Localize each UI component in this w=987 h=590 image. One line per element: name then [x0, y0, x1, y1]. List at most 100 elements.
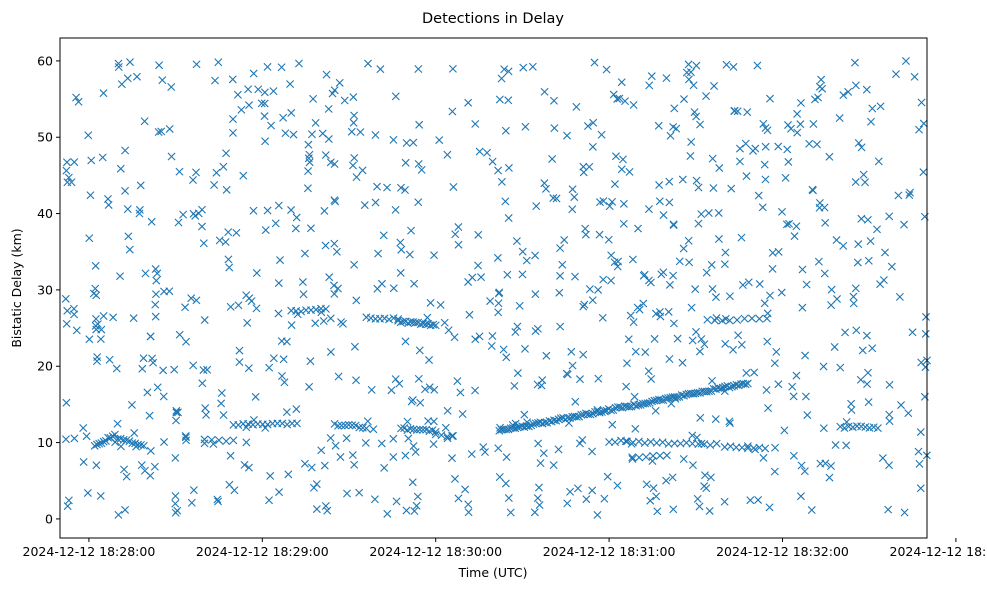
data-point: [352, 173, 361, 182]
data-point: [598, 313, 607, 322]
data-point: [841, 328, 850, 337]
data-point: [200, 316, 209, 325]
data-point: [688, 461, 697, 470]
data-point: [352, 296, 361, 305]
data-point: [858, 346, 867, 355]
data-point: [851, 178, 860, 187]
data-point: [209, 440, 218, 448]
data-point: [548, 154, 557, 163]
data-point: [324, 104, 333, 113]
data-point: [221, 238, 230, 247]
data-point: [317, 446, 326, 455]
data-point: [685, 258, 694, 267]
data-point: [707, 260, 716, 269]
data-point: [450, 333, 459, 342]
data-point: [554, 445, 563, 454]
data-point: [192, 168, 200, 177]
data-point: [292, 405, 301, 414]
data-point: [409, 442, 418, 451]
data-point: [513, 423, 522, 432]
data-point: [840, 424, 849, 433]
data-point: [306, 224, 315, 233]
data-point: [714, 235, 723, 244]
data-point: [330, 239, 339, 248]
data-point: [917, 98, 926, 107]
data-point: [449, 182, 458, 191]
data-point: [187, 498, 196, 507]
data-point: [735, 144, 744, 153]
data-point: [401, 451, 410, 460]
data-point: [863, 215, 872, 224]
data-point: [252, 269, 261, 278]
data-point: [286, 80, 295, 89]
data-point: [697, 210, 706, 219]
data-point: [444, 326, 453, 335]
data-point: [549, 96, 558, 105]
data-point: [350, 111, 359, 120]
data-point: [501, 479, 510, 488]
data-point: [493, 253, 502, 262]
data-point: [454, 223, 463, 232]
data-point: [805, 139, 814, 148]
data-point: [644, 367, 653, 376]
data-point: [355, 488, 364, 497]
data-point: [746, 496, 755, 505]
data-point: [586, 410, 595, 419]
data-point: [175, 167, 184, 176]
data-point: [816, 459, 825, 468]
data-point: [495, 426, 504, 435]
data-point: [751, 144, 760, 153]
data-point: [158, 76, 167, 85]
data-point: [631, 424, 640, 433]
data-point: [774, 380, 783, 389]
data-point: [415, 346, 424, 355]
y-axis: 0 10 20 30 40 50 60: [37, 53, 60, 526]
data-point: [630, 392, 639, 401]
data-point: [827, 285, 836, 294]
data-point: [721, 339, 730, 348]
data-point: [618, 155, 627, 164]
data-point: [678, 175, 687, 184]
data-point: [421, 320, 430, 329]
data-point: [600, 406, 609, 415]
data-point: [228, 128, 237, 137]
data-point: [199, 366, 208, 375]
data-point: [820, 269, 829, 278]
data-point: [350, 153, 359, 162]
data-point: [282, 408, 291, 417]
data-point: [605, 202, 614, 211]
data-point: [762, 386, 771, 394]
data-point: [504, 214, 513, 223]
data-point: [684, 236, 693, 245]
data-point: [782, 220, 791, 229]
data-point: [228, 115, 237, 124]
data-point: [740, 314, 749, 323]
data-point: [686, 152, 695, 160]
data-point: [504, 163, 513, 172]
data-point: [646, 496, 655, 505]
data-point: [284, 470, 293, 479]
data-point: [449, 431, 458, 440]
data-point: [495, 95, 504, 104]
data-point: [244, 85, 253, 94]
data-point: [480, 448, 489, 457]
data-point: [502, 353, 511, 362]
data-point: [604, 235, 613, 244]
data-point: [99, 89, 108, 98]
data-point: [763, 126, 772, 135]
data-point: [608, 197, 617, 206]
data-point: [376, 65, 385, 74]
data-point: [868, 104, 877, 113]
data-point: [588, 296, 597, 305]
data-point: [873, 225, 881, 234]
data-point: [391, 205, 400, 214]
data-point: [622, 382, 631, 391]
data-point: [429, 320, 438, 329]
data-point: [214, 58, 223, 67]
data-point: [279, 355, 288, 364]
data-point: [817, 75, 826, 84]
data-point: [91, 314, 100, 323]
data-point: [424, 417, 433, 426]
data-point: [261, 137, 270, 146]
data-point: [803, 411, 812, 420]
